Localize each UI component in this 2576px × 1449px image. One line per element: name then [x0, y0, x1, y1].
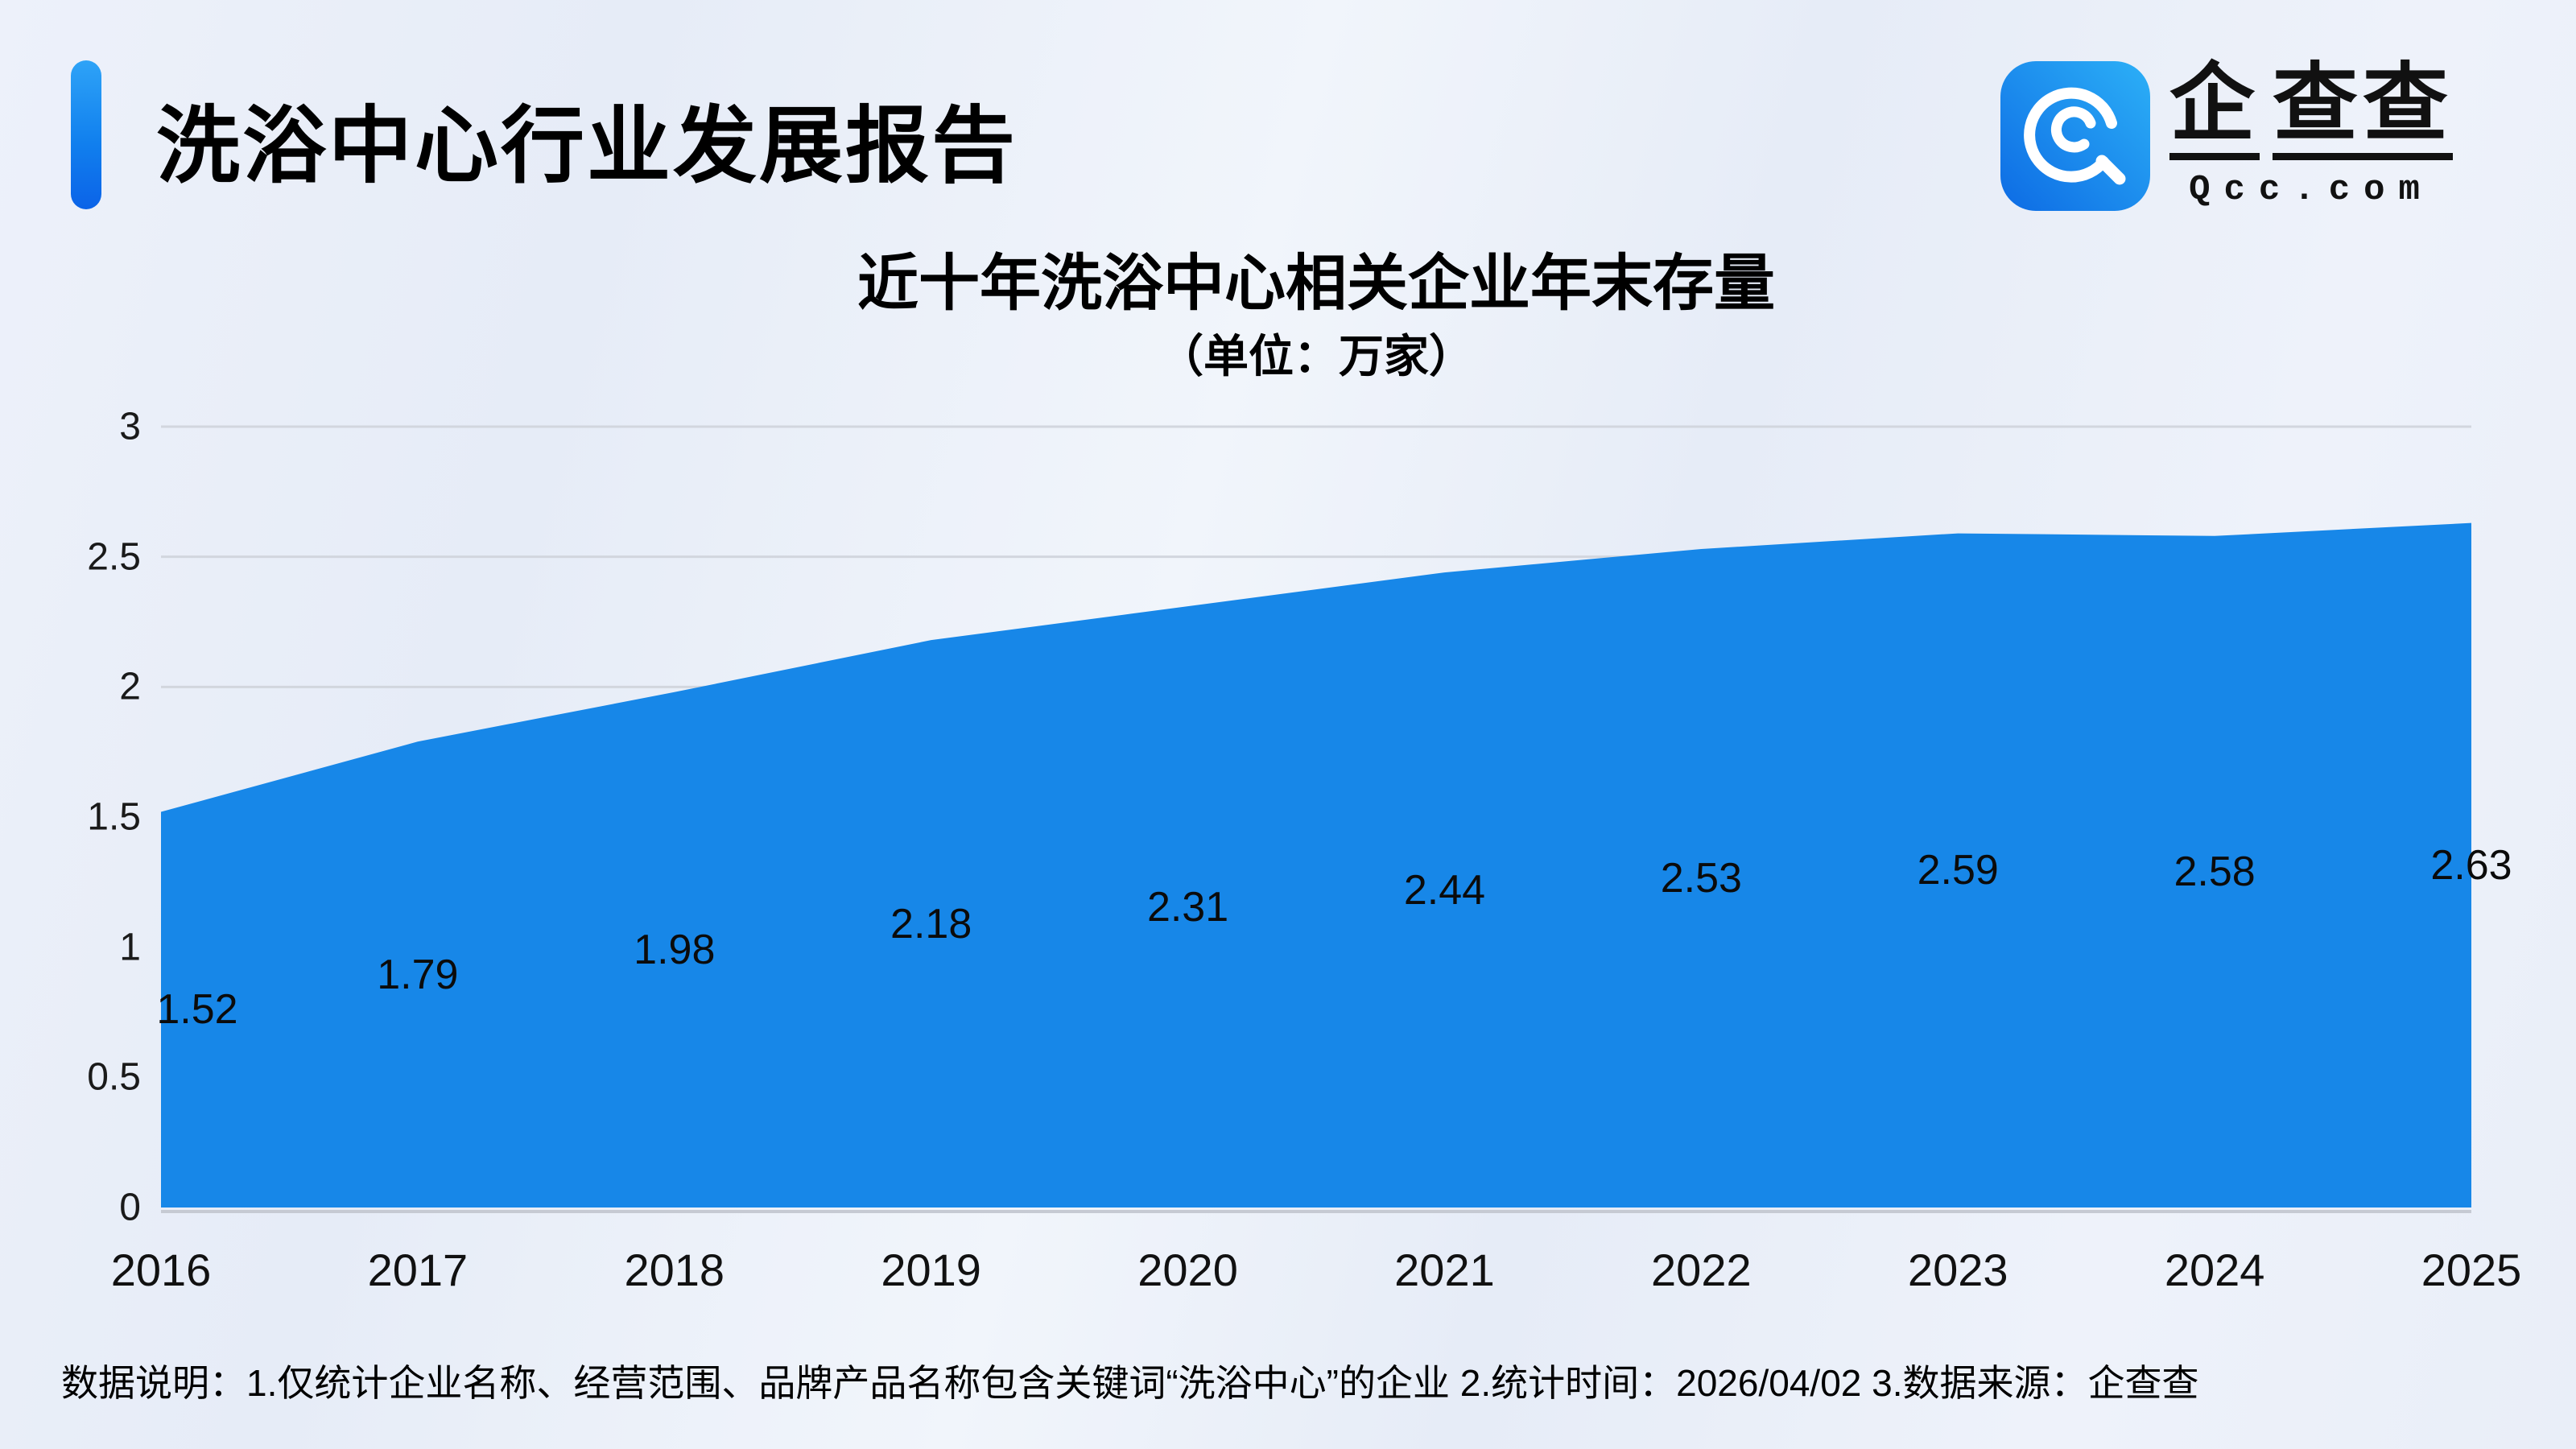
y-axis-label-3: 3	[119, 405, 141, 448]
y-axis-label-1.5: 1.5	[87, 795, 141, 839]
data-label-2019: 2.18	[890, 900, 972, 947]
chart-title: 近十年洗浴中心相关企业年末存量	[857, 250, 1775, 318]
x-axis-label-2019: 2019	[881, 1245, 981, 1295]
data-label-2016: 1.52	[156, 986, 238, 1034]
y-axis-label-0: 0	[119, 1186, 141, 1229]
data-label-2018: 1.98	[634, 926, 716, 973]
data-label-2020: 2.31	[1146, 883, 1229, 931]
data-disclaimer: 数据说明：1.仅统计企业名称、经营范围、品牌产品名称包含关键词“洗浴中心”的企业…	[61, 1362, 2199, 1404]
x-axis-label-2020: 2020	[1137, 1245, 1238, 1295]
x-axis-label-2025: 2025	[2421, 1245, 2522, 1295]
qcc-logo: 企 查查 Qcc.com	[2000, 61, 2453, 211]
data-label-2023: 2.59	[1917, 847, 1999, 894]
x-axis-label-2023: 2023	[1907, 1245, 2008, 1295]
area-series	[161, 522, 2471, 1208]
data-label-2017: 1.79	[377, 951, 459, 998]
data-label-2021: 2.44	[1403, 866, 1486, 914]
data-label-2022: 2.53	[1660, 854, 1742, 902]
x-axis-label-2022: 2022	[1651, 1245, 1752, 1295]
page-title: 洗浴中心行业发展报告	[156, 100, 1018, 193]
qcc-domain: Qcc.com	[2189, 170, 2434, 210]
qcc-brand-char-1: 企	[2169, 61, 2260, 160]
qcc-brand-name: 企 查查	[2169, 61, 2453, 160]
qcc-logo-text: 企 查查 Qcc.com	[2169, 61, 2453, 210]
y-axis-label-1: 1	[119, 926, 141, 969]
y-axis-label-0.5: 0.5	[87, 1055, 141, 1099]
qcc-logo-icon	[2000, 61, 2150, 211]
qcc-brand-chars-2: 查查	[2273, 61, 2453, 160]
x-axis-label-2016: 2016	[110, 1245, 212, 1295]
data-label-2024: 2.58	[2174, 848, 2256, 895]
y-axis-label-2.5: 2.5	[87, 535, 141, 579]
x-axis-label-2017: 2017	[367, 1245, 469, 1295]
x-axis-label-2024: 2024	[2164, 1245, 2265, 1295]
x-axis-label-2018: 2018	[624, 1245, 725, 1295]
title-accent-bar	[71, 60, 101, 209]
data-label-2025: 2.63	[2430, 841, 2512, 889]
chart-subtitle: （单位：万家）	[1158, 331, 1474, 382]
x-axis-label-2021: 2021	[1394, 1245, 1495, 1295]
y-axis-label-2: 2	[119, 665, 141, 708]
